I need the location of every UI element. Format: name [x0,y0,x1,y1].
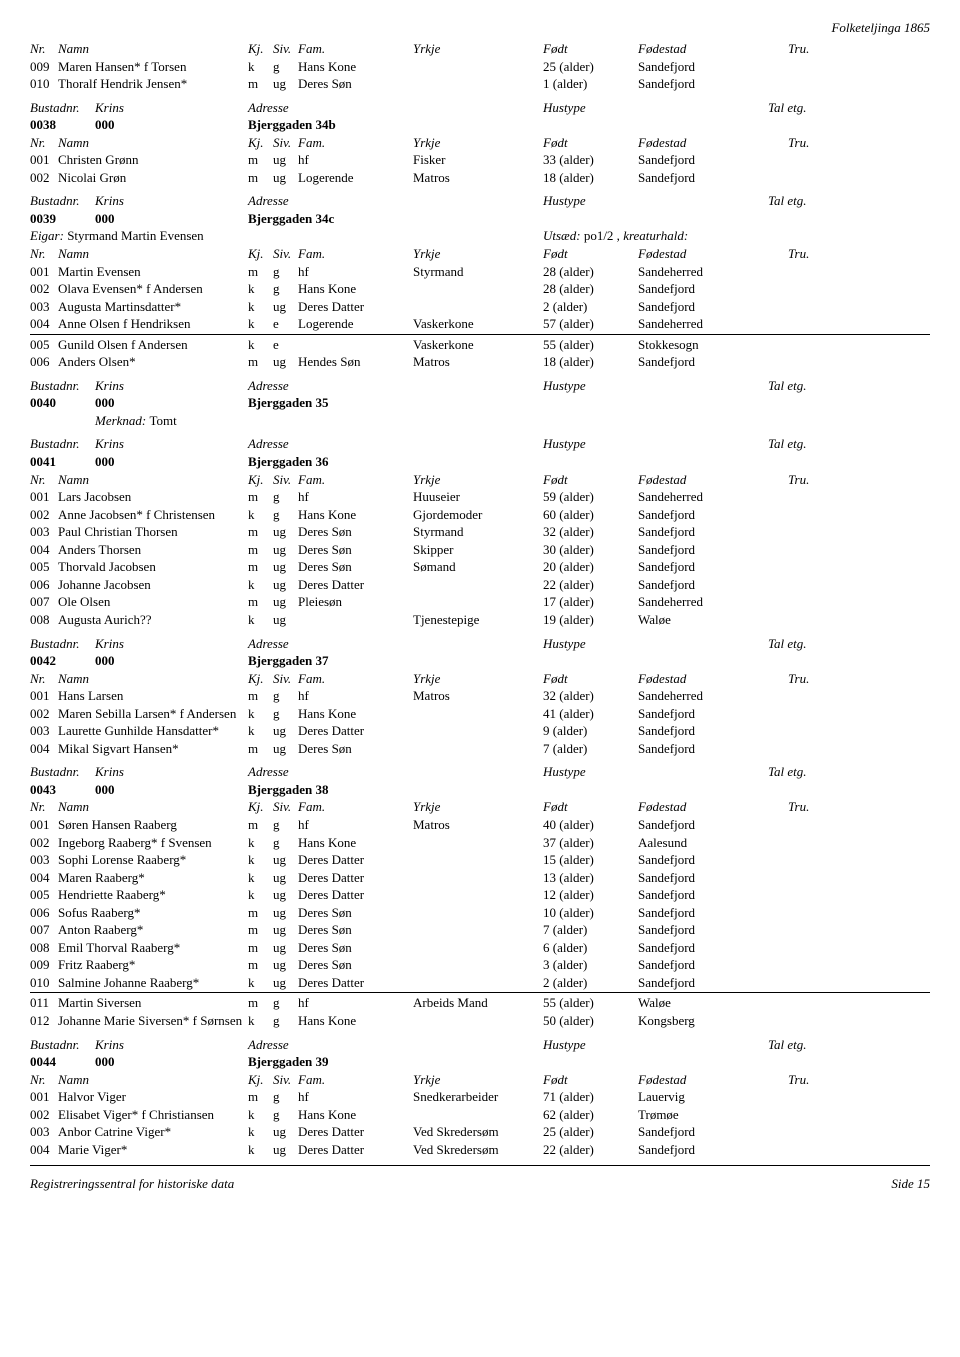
person-row: 003Anbor Catrine Viger* kug Deres Datter… [30,1123,930,1141]
census-content: Nr.Namn Kj.Siv. Fam.Yrkje FødtFødestad T… [30,40,930,1164]
person-row: 011Martin Siversen mg hfArbeids Mand 55 … [30,994,930,1012]
person-row: 003Augusta Martinsdatter* kug Deres Datt… [30,298,930,316]
footer-right: Side 15 [891,1176,930,1192]
person-row: 006Sofus Raaberg* mug Deres Søn 10 (alde… [30,904,930,922]
person-header: Nr.Namn Kj.Siv. Fam.Yrkje FødtFødestad T… [30,134,930,152]
bustad-row: 0042000 Bjerggaden 37 [30,652,930,670]
person-row: 001Hans Larsen mg hfMatros 32 (alder)San… [30,687,930,705]
person-row: 010Salmine Johanne Raaberg* kug Deres Da… [30,974,930,992]
person-row: 005Thorvald Jacobsen mug Deres SønSømand… [30,558,930,576]
person-row: 002Elisabet Viger* f Christiansen kg Han… [30,1106,930,1124]
bustad-row: 0040000 Bjerggaden 35 [30,394,930,412]
person-row: 005Hendriette Raaberg* kug Deres Datter … [30,886,930,904]
person-row: 002Maren Sebilla Larsen* f Andersen kg H… [30,705,930,723]
bustad-header: Bustadnr.Krins AdresseHustype Tal etg. [30,435,930,453]
eigar-row: Eigar: Styrmand Martin Evensen Utsæd: po… [30,227,930,245]
person-row: 009Fritz Raaberg* mug Deres Søn 3 (alder… [30,956,930,974]
footer-rule [30,1165,930,1166]
person-header: Nr.Namn Kj.Siv. Fam.Yrkje FødtFødestad T… [30,245,930,263]
person-header: Nr.Namn Kj.Siv. Fam.Yrkje FødtFødestad T… [30,40,930,58]
bustad-header: Bustadnr.Krins AdresseHustype Tal etg. [30,192,930,210]
bustad-header: Bustadnr.Krins AdresseHustype Tal etg. [30,377,930,395]
bustad-header: Bustadnr.Krins AdresseHustype Tal etg. [30,1036,930,1054]
person-row: 001Lars Jacobsen mg hfHuuseier 59 (alder… [30,488,930,506]
person-row: 002Anne Jacobsen* f Christensen kg Hans … [30,506,930,524]
person-row: 012Johanne Marie Siversen* f Sørnsen kg … [30,1012,930,1030]
person-header: Nr.Namn Kj.Siv. Fam.Yrkje FødtFødestad T… [30,471,930,489]
person-row: 009Maren Hansen* f Torsen kg Hans Kone 2… [30,58,930,76]
bustad-row: 0039000 Bjerggaden 34c [30,210,930,228]
merknad-row: Merknad: Tomt [30,412,930,430]
person-row: 001Søren Hansen Raaberg mg hfMatros 40 (… [30,816,930,834]
bustad-header: Bustadnr.Krins AdresseHustype Tal etg. [30,763,930,781]
person-header: Nr.Namn Kj.Siv. Fam.Yrkje FødtFødestad T… [30,670,930,688]
person-row: 003Sophi Lorense Raaberg* kug Deres Datt… [30,851,930,869]
person-header: Nr.Namn Kj.Siv. Fam.Yrkje FødtFødestad T… [30,1071,930,1089]
footer: Registreringssentral for historiske data… [30,1176,930,1192]
person-row: 008Emil Thorval Raaberg* mug Deres Søn 6… [30,939,930,957]
person-row: 002Nicolai Grøn mug LogerendeMatros 18 (… [30,169,930,187]
footer-left: Registreringssentral for historiske data [30,1176,234,1192]
person-row: 003Paul Christian Thorsen mug Deres SønS… [30,523,930,541]
person-row: 004Mikal Sigvart Hansen* mug Deres Søn 7… [30,740,930,758]
person-row: 007Ole Olsen mug Pleiesøn 17 (alder)Sand… [30,593,930,611]
person-row: 006Anders Olsen* mug Hendes SønMatros 18… [30,353,930,371]
bustad-row: 0038000 Bjerggaden 34b [30,116,930,134]
bustad-row: 0044000 Bjerggaden 39 [30,1053,930,1071]
bustad-header: Bustadnr.Krins AdresseHustype Tal etg. [30,635,930,653]
bustad-header: Bustadnr.Krins AdresseHustype Tal etg. [30,99,930,117]
bustad-row: 0043000 Bjerggaden 38 [30,781,930,799]
person-row: 005Gunild Olsen f Andersen ke Vaskerkone… [30,336,930,354]
person-row: 006Johanne Jacobsen kug Deres Datter 22 … [30,576,930,594]
person-row: 001Martin Evensen mg hfStyrmand 28 (alde… [30,263,930,281]
person-row: 004Marie Viger* kug Deres DatterVed Skre… [30,1141,930,1159]
bustad-row: 0041000 Bjerggaden 36 [30,453,930,471]
person-row: 002Olava Evensen* f Andersen kg Hans Kon… [30,280,930,298]
person-row: 004Anne Olsen f Hendriksen ke LogerendeV… [30,315,930,333]
person-row: 007Anton Raaberg* mug Deres Søn 7 (alder… [30,921,930,939]
header-right: Folketeljinga 1865 [30,20,930,36]
person-row: 002Ingeborg Raaberg* f Svensen kg Hans K… [30,834,930,852]
person-row: 010Thoralf Hendrik Jensen* mug Deres Søn… [30,75,930,93]
person-row: 001Halvor Viger mg hfSnedkerarbeider 71 … [30,1088,930,1106]
person-row: 003Laurette Gunhilde Hansdatter* kug Der… [30,722,930,740]
person-row: 004Maren Raaberg* kug Deres Datter 13 (a… [30,869,930,887]
person-row: 004Anders Thorsen mug Deres SønSkipper 3… [30,541,930,559]
person-row: 008Augusta Aurich?? kug Tjenestepige 19 … [30,611,930,629]
person-header: Nr.Namn Kj.Siv. Fam.Yrkje FødtFødestad T… [30,798,930,816]
person-row: 001Christen Grønn mug hfFisker 33 (alder… [30,151,930,169]
